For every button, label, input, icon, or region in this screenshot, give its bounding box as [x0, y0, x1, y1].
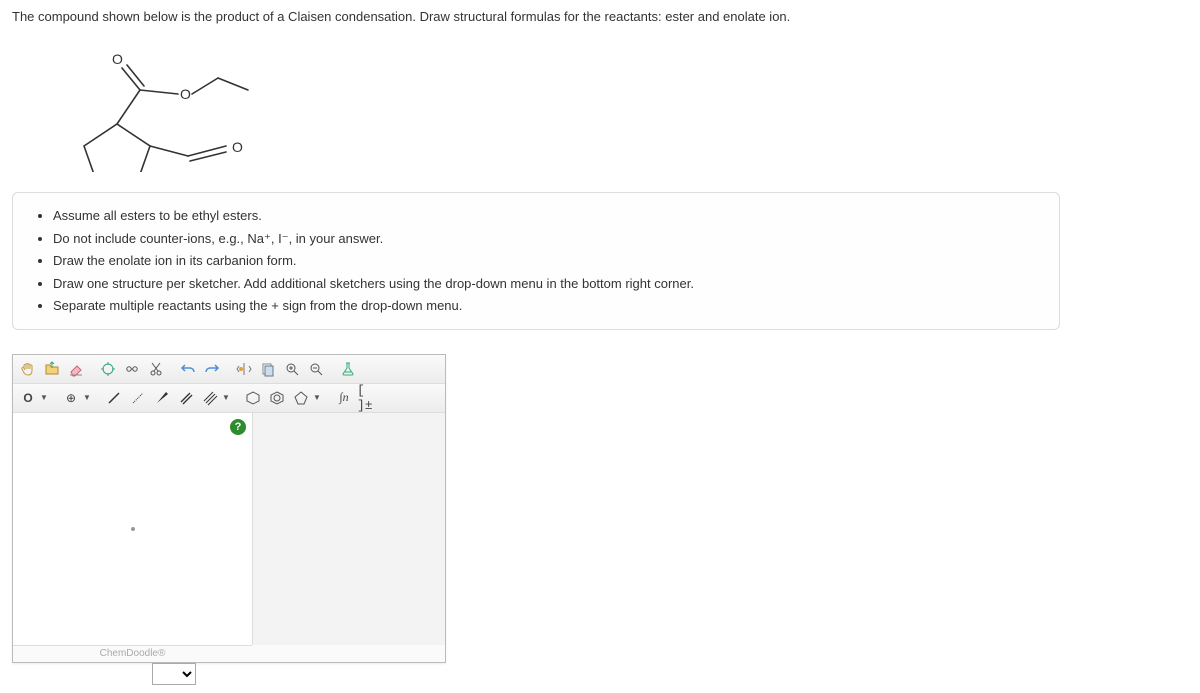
toolbar-row-2: O ▼ ⊕ ▼ ▼ ▼ ∫n [ ]± — [13, 384, 445, 413]
flip-h-icon[interactable] — [233, 359, 255, 379]
atom-label-o3: O — [232, 139, 243, 155]
copy-icon[interactable] — [257, 359, 279, 379]
instructions-box: Assume all esters to be ethyl esters. Do… — [12, 192, 1060, 330]
instruction-item: Do not include counter-ions, e.g., Na⁺, … — [53, 229, 1041, 249]
recessed-bond-icon[interactable] — [127, 388, 149, 408]
bond-dropdown-icon[interactable]: ▼ — [222, 393, 232, 402]
chemdoodle-sketcher: O ▼ ⊕ ▼ ▼ ▼ ∫n [ ]± ? ChemDoodle® — [12, 354, 446, 663]
charge-dropdown-icon[interactable]: ▼ — [83, 393, 93, 402]
instruction-item: Assume all esters to be ethyl esters. — [53, 206, 1041, 226]
redo-icon[interactable] — [201, 359, 223, 379]
open-icon[interactable] — [41, 359, 63, 379]
hand-tool-icon[interactable] — [17, 359, 39, 379]
ring-dropdown-icon[interactable]: ▼ — [313, 393, 323, 402]
cut-icon[interactable] — [145, 359, 167, 379]
bracket-tool[interactable]: [ ]± — [357, 388, 379, 408]
atom-label-o1: O — [112, 51, 123, 67]
chemdoodle-brand: ChemDoodle® — [13, 645, 252, 662]
zoom-out-icon[interactable] — [305, 359, 327, 379]
triple-bond-icon[interactable] — [199, 388, 221, 408]
add-sketcher-dropdown[interactable] — [152, 663, 196, 685]
benzene-icon[interactable] — [266, 388, 288, 408]
clean-icon[interactable] — [121, 359, 143, 379]
instruction-item: Draw the enolate ion in its carbanion fo… — [53, 251, 1041, 271]
flask-icon[interactable] — [337, 359, 359, 379]
product-structure: O O O — [42, 42, 262, 172]
ring-other-icon[interactable] — [290, 388, 312, 408]
instruction-item: Separate multiple reactants using the + … — [53, 296, 1041, 316]
integral-tool[interactable]: ∫n — [333, 388, 355, 408]
undo-icon[interactable] — [177, 359, 199, 379]
wedge-bond-icon[interactable] — [151, 388, 173, 408]
cyclohexane-icon[interactable] — [242, 388, 264, 408]
center-icon[interactable] — [97, 359, 119, 379]
toolbar-row-1 — [13, 355, 445, 384]
atom-label-o2: O — [180, 86, 191, 102]
question-text: The compound shown below is the product … — [12, 8, 1188, 26]
single-bond-icon[interactable] — [103, 388, 125, 408]
canvas-start-dot — [131, 527, 135, 531]
instruction-item: Draw one structure per sketcher. Add add… — [53, 274, 1041, 294]
charge-plus-icon[interactable]: ⊕ — [60, 388, 82, 408]
eraser-icon[interactable] — [65, 359, 87, 379]
double-bond-icon[interactable] — [175, 388, 197, 408]
element-dropdown-icon[interactable]: ▼ — [40, 393, 50, 402]
zoom-in-icon[interactable] — [281, 359, 303, 379]
drawing-canvas[interactable]: ? — [13, 413, 253, 645]
canvas-side-panel — [253, 413, 445, 645]
element-picker[interactable]: O — [17, 388, 39, 408]
help-icon[interactable]: ? — [230, 419, 246, 435]
